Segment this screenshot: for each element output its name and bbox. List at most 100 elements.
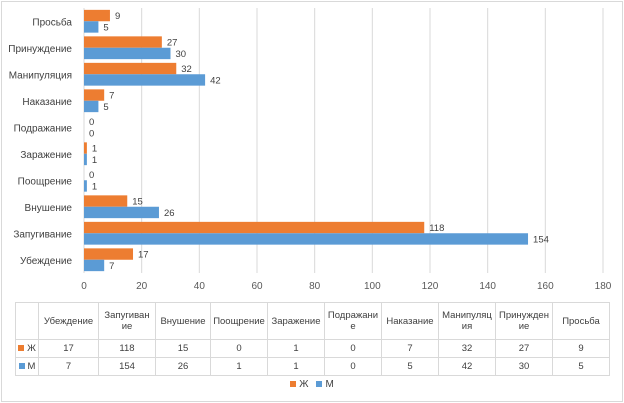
category-label: Принуждение (8, 44, 72, 55)
table-cell: 15 (155, 339, 211, 358)
table-cell: 1 (267, 357, 325, 376)
x-tick-label: 100 (364, 281, 381, 292)
table-cell: 27 (495, 339, 553, 358)
data-label: 0 (89, 117, 94, 128)
data-label: 0 (89, 170, 94, 181)
x-tick-label: 180 (595, 281, 612, 292)
bar-zh (84, 89, 105, 101)
bar-m (84, 74, 206, 86)
table-cell: 1 (267, 339, 325, 358)
table-header-cell: Внушение (155, 302, 211, 340)
table-cell: 5 (381, 357, 439, 376)
series-name: Ж (27, 343, 36, 354)
table-cell: 5 (552, 357, 610, 376)
bar-m (84, 259, 105, 272)
data-label: 42 (210, 75, 221, 86)
table-header-cell: Наказание (381, 302, 439, 340)
bar-m (84, 100, 99, 113)
category-label: Внушение (25, 203, 73, 214)
table-cell: 30 (495, 357, 553, 376)
data-label: 9 (115, 11, 120, 22)
category-label: Наказание (22, 97, 72, 108)
x-tick-label: 160 (537, 281, 554, 292)
x-tick-label: 0 (81, 281, 87, 292)
legend-swatch (18, 345, 25, 352)
table-header-cell: Заражение (267, 302, 325, 340)
table-cell: 42 (438, 357, 496, 376)
data-label: 15 (132, 197, 143, 208)
x-tick-label: 80 (309, 281, 321, 292)
data-label: 118 (429, 223, 444, 234)
table-cell: 32 (438, 339, 496, 358)
bar-m (84, 47, 171, 60)
data-label: 0 (89, 128, 94, 139)
x-tick-label: 120 (422, 281, 439, 292)
x-tick-label: 20 (136, 281, 148, 292)
table-cell: 0 (324, 339, 382, 358)
table-header-cell: Поощрение (210, 302, 268, 340)
table-header-cell: Подражани е (324, 302, 382, 340)
table-header-cell: Убеждение (38, 302, 99, 340)
table-header-cell: Манипуляц ия (438, 302, 496, 340)
bar-zh (84, 142, 87, 154)
legend-label: Ж (299, 379, 309, 390)
data-label: 32 (181, 64, 192, 75)
table-header-cell: Запугиван ие (98, 302, 156, 340)
table-cell: 9 (552, 339, 610, 358)
data-label: 30 (176, 49, 187, 60)
legend-item: М (316, 379, 334, 390)
bar-zh (84, 248, 134, 260)
bar-zh (84, 195, 128, 207)
data-label: 26 (164, 208, 175, 219)
table-cell: 17 (38, 339, 99, 358)
data-label: 1 (92, 181, 97, 192)
data-label: 154 (533, 234, 549, 245)
data-label: 5 (103, 22, 108, 33)
table-header-cell: Принужден ие (495, 302, 553, 340)
data-label: 7 (109, 261, 114, 272)
table-series-label: Ж (15, 339, 39, 358)
table-cell: 0 (210, 339, 268, 358)
data-label: 7 (109, 91, 114, 102)
series-name: М (27, 361, 36, 372)
x-tick-label: 140 (479, 281, 496, 292)
category-label: Заражение (20, 150, 72, 161)
legend-swatch (18, 363, 25, 370)
legend-label: М (325, 379, 334, 390)
bar-m (84, 233, 529, 245)
table-cell: 7 (381, 339, 439, 358)
table-corner (15, 302, 39, 340)
category-label: Манипуляция (9, 70, 72, 81)
bar-m (84, 180, 87, 192)
chart-plot: 0 20 40 60 80 100 120 140 160 180Убеждение177Запу… (8, 8, 612, 292)
category-label: Убеждение (20, 255, 72, 267)
bar-m (84, 153, 87, 166)
data-label: 17 (138, 250, 149, 261)
table-header-cell: Просьба (552, 302, 610, 340)
table-cell: 154 (98, 357, 156, 376)
data-label: 5 (103, 102, 108, 113)
data-label: 1 (92, 144, 97, 155)
table-cell: 0 (324, 357, 382, 376)
data-label: 27 (167, 38, 178, 49)
legend-item: Ж (290, 379, 308, 390)
x-tick-label: 40 (194, 281, 206, 292)
bar-m (84, 21, 99, 33)
legend-swatch (316, 381, 323, 388)
bar-zh (84, 36, 162, 48)
table-cell: 118 (98, 339, 156, 358)
table-cell: 7 (38, 357, 99, 376)
table-cell: 26 (155, 357, 211, 376)
category-label: Поощрение (18, 176, 73, 187)
table-series-label: М (15, 357, 39, 376)
category-label: Подражание (14, 123, 73, 134)
table-cell: 1 (210, 357, 268, 376)
bar-zh (84, 62, 177, 75)
bar-zh (84, 9, 110, 22)
bar-zh (84, 221, 425, 234)
legend-swatch (290, 381, 297, 388)
category-label: Просьба (32, 16, 72, 28)
x-tick-label: 60 (251, 281, 263, 292)
bar-m (84, 206, 159, 219)
